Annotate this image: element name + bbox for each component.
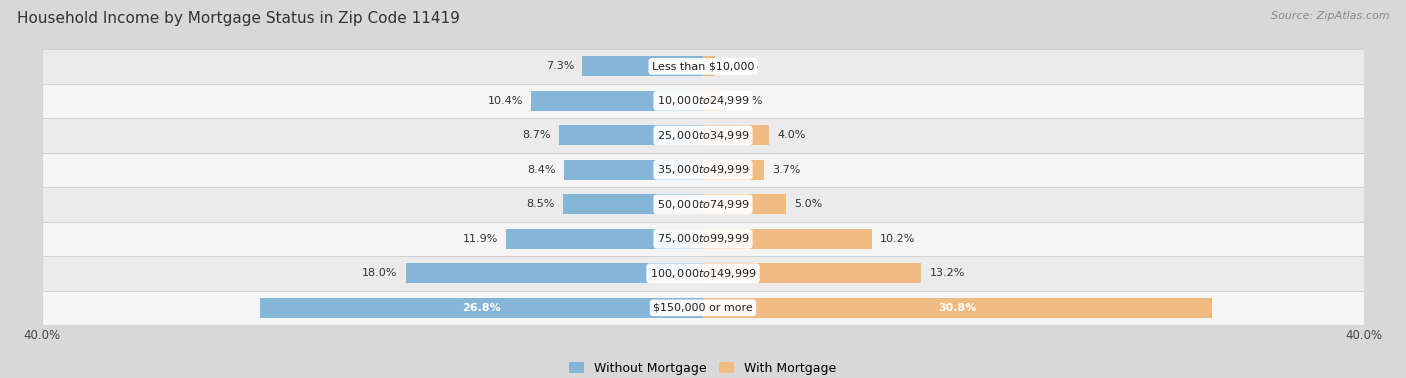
Text: 8.4%: 8.4% — [527, 165, 555, 175]
Bar — [582, 56, 703, 76]
Legend: Without Mortgage, With Mortgage: Without Mortgage, With Mortgage — [564, 356, 842, 378]
Bar — [703, 160, 763, 180]
Text: 11.9%: 11.9% — [463, 234, 498, 244]
Text: 8.7%: 8.7% — [523, 130, 551, 140]
Bar — [42, 291, 1364, 325]
Text: $100,000 to $149,999: $100,000 to $149,999 — [650, 267, 756, 280]
Bar — [560, 125, 703, 146]
Bar — [703, 125, 769, 146]
Text: Household Income by Mortgage Status in Zip Code 11419: Household Income by Mortgage Status in Z… — [17, 11, 460, 26]
Text: 13.2%: 13.2% — [929, 268, 965, 278]
Text: 10.4%: 10.4% — [488, 96, 523, 106]
Text: 10.2%: 10.2% — [880, 234, 915, 244]
Bar — [506, 229, 703, 249]
Text: 0.74%: 0.74% — [724, 61, 759, 71]
Bar — [42, 187, 1364, 222]
Bar — [42, 49, 1364, 84]
Bar — [564, 160, 703, 180]
Bar — [703, 56, 716, 76]
Bar — [703, 263, 921, 284]
Bar — [42, 84, 1364, 118]
Text: $35,000 to $49,999: $35,000 to $49,999 — [657, 163, 749, 177]
Text: 8.5%: 8.5% — [526, 199, 554, 209]
Bar — [703, 91, 725, 111]
Text: 3.7%: 3.7% — [772, 165, 801, 175]
Text: Source: ZipAtlas.com: Source: ZipAtlas.com — [1271, 11, 1389, 21]
Bar — [703, 298, 1212, 318]
Text: 5.0%: 5.0% — [794, 199, 823, 209]
Bar — [260, 298, 703, 318]
Text: 26.8%: 26.8% — [463, 303, 501, 313]
Text: Less than $10,000: Less than $10,000 — [652, 61, 754, 71]
Text: $25,000 to $34,999: $25,000 to $34,999 — [657, 129, 749, 142]
Text: 7.3%: 7.3% — [546, 61, 574, 71]
Bar — [42, 153, 1364, 187]
Bar — [562, 194, 703, 214]
Bar — [703, 194, 786, 214]
Text: $75,000 to $99,999: $75,000 to $99,999 — [657, 232, 749, 245]
Bar — [405, 263, 703, 284]
Text: $150,000 or more: $150,000 or more — [654, 303, 752, 313]
Bar — [703, 229, 872, 249]
Text: $10,000 to $24,999: $10,000 to $24,999 — [657, 94, 749, 107]
Bar — [42, 222, 1364, 256]
Text: 1.4%: 1.4% — [734, 96, 763, 106]
Bar — [531, 91, 703, 111]
Bar — [42, 118, 1364, 153]
Bar — [42, 256, 1364, 291]
Text: 18.0%: 18.0% — [361, 268, 398, 278]
Text: 4.0%: 4.0% — [778, 130, 806, 140]
Text: $50,000 to $74,999: $50,000 to $74,999 — [657, 198, 749, 211]
Text: 30.8%: 30.8% — [938, 303, 977, 313]
